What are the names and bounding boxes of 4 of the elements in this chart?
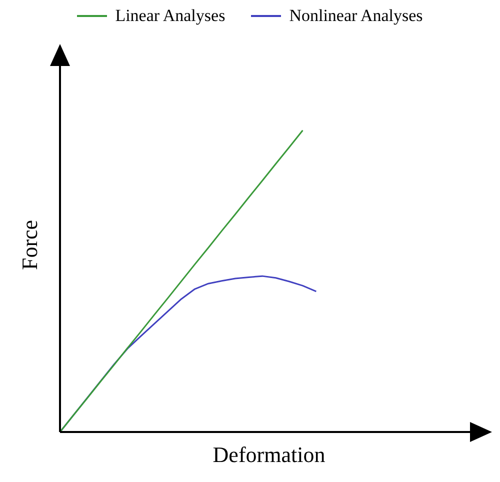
legend-label: Nonlinear Analyses (289, 6, 423, 26)
x-axis-title: Deformation (212, 442, 326, 468)
legend-label: Linear Analyses (115, 6, 226, 26)
y-axis-title: Force (17, 220, 43, 270)
